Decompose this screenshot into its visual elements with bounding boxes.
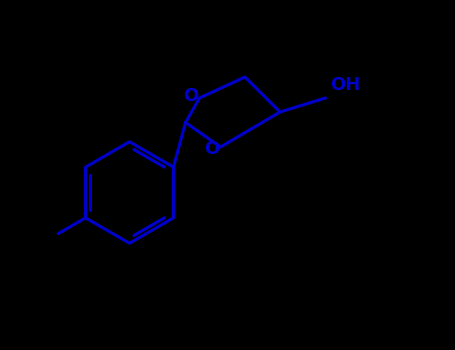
Text: OH: OH (330, 77, 360, 95)
Text: O: O (204, 140, 219, 158)
Text: O: O (183, 87, 198, 105)
